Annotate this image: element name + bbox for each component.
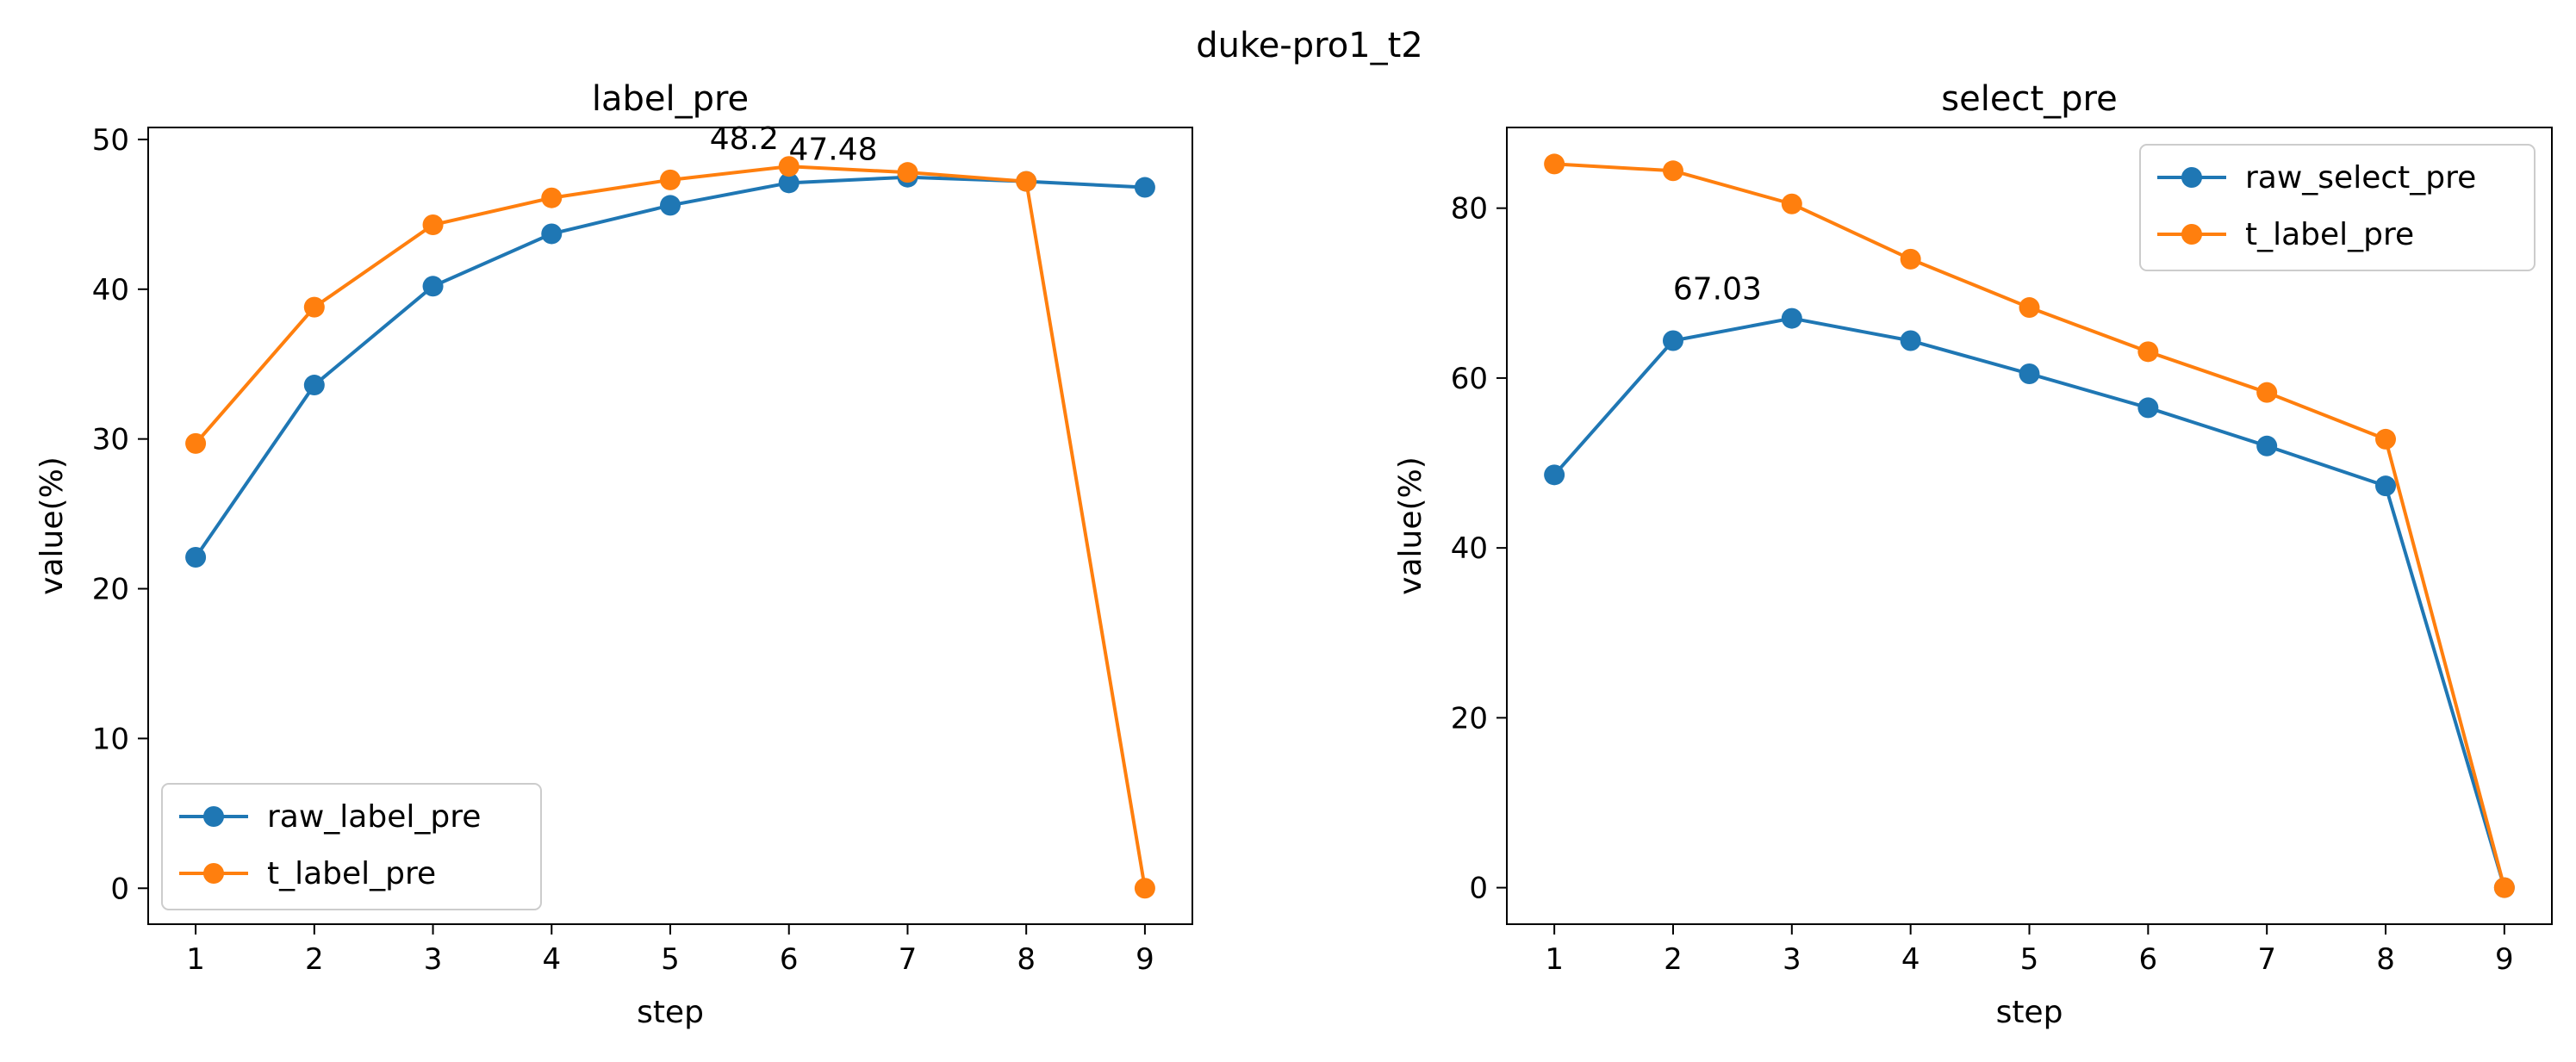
legend-swatch-marker [203,806,224,827]
x-tick-label: 6 [2139,942,2158,977]
data-point [1016,171,1037,192]
x-tick-label: 5 [661,942,680,977]
chart-panel-select-pre: select_pre 1 2 3 4 5 6 7 8 9 0 20 40 60 80 step value(%)… [1393,79,2553,1030]
x-tick-label: 7 [899,942,918,977]
data-point [2019,363,2040,384]
y-tick-label: 40 [92,273,129,307]
data-point [660,195,681,216]
data-point [2375,428,2397,450]
x-axis-label: step [637,995,704,1030]
x-tick-label: 2 [305,942,324,977]
legend-box [2139,144,2536,271]
data-point [1662,160,1683,182]
data-point [422,214,444,236]
data-point [1134,177,1155,198]
x-tick-label: 4 [1901,942,1920,977]
y-tick-label: 0 [1469,872,1488,906]
data-point [2019,297,2040,319]
plot-frame [1506,127,2553,925]
x-tick-label: 5 [2020,942,2039,977]
x-tick-label: 7 [2257,942,2276,977]
chart-title: label_pre [592,79,749,119]
legend-swatch-marker [2181,167,2202,188]
data-point [303,296,325,318]
x-tick-label: 8 [1017,942,1036,977]
y-axis-label: value(%) [34,456,70,595]
data-point [1781,193,1802,214]
series-line [1552,316,2506,889]
data-point [2256,382,2278,403]
x-tick-label: 8 [2376,942,2395,977]
legend-box [161,783,542,910]
data-point [1781,307,1802,329]
series-line [194,165,1147,889]
x-axis-label: step [1996,995,2063,1030]
data-label: 67.03 [1673,272,1762,307]
x-tick-label: 2 [1664,942,1683,977]
data-point [2493,877,2515,898]
chart-title: select_pre [1941,79,2117,119]
data-label: 47.48 [788,133,877,168]
legend-entry: t_label_pre [2245,217,2414,252]
legend: raw_label_pre t_label_pre [161,783,542,910]
y-tick-label: 20 [92,573,129,607]
data-point [541,187,563,208]
x-tick-label: 1 [1545,942,1564,977]
data-point [1900,248,1921,270]
data-point [2375,475,2397,497]
data-point [897,162,918,183]
data-point [2256,435,2278,456]
data-point [185,432,207,454]
x-tick-label: 3 [424,942,443,977]
data-point [2137,397,2159,419]
figure-title: duke-pro1_t2 [1196,26,1423,65]
legend: raw_select_pre t_label_pre [2139,144,2536,271]
x-tick-label: 9 [2495,942,2514,977]
data-point [778,172,800,194]
y-axis-label: value(%) [1393,456,1428,595]
chart-panel-label-pre: label_pre 1 2 3 4 5 6 7 8 9 0 10 20 30 40 50 step value(%… [34,79,1193,1030]
y-tick-label: 80 [1451,192,1488,227]
data-point [303,375,325,396]
data-point [185,547,207,568]
data-point [541,223,563,245]
data-point [1544,464,1565,486]
x-tick-label: 9 [1136,942,1154,977]
x-tick-label: 4 [542,942,561,977]
x-tick-label: 1 [186,942,205,977]
y-tick-label: 10 [92,722,129,756]
data-point [1544,153,1565,175]
data-point [2137,341,2159,363]
legend-entry: raw_select_pre [2245,160,2476,196]
series-line [194,175,1146,559]
x-tick-label: 6 [780,942,799,977]
legend-swatch-marker [203,863,224,884]
y-tick-label: 40 [1451,531,1488,566]
data-point [1662,330,1683,351]
data-point [422,276,444,297]
legend-swatch-marker [2181,224,2202,245]
x-tick-label: 3 [1783,942,1801,977]
y-tick-label: 0 [110,872,129,906]
y-tick-label: 60 [1451,362,1488,396]
y-tick-label: 50 [92,123,129,158]
data-point [1900,330,1921,351]
legend-entry: t_label_pre [267,856,436,891]
y-tick-label: 20 [1451,701,1488,736]
data-point [778,156,800,177]
y-tick-label: 30 [92,423,129,457]
plot-frame [147,127,1193,925]
legend-entry: raw_label_pre [267,799,481,835]
data-point [1134,878,1155,899]
data-point [660,169,681,190]
